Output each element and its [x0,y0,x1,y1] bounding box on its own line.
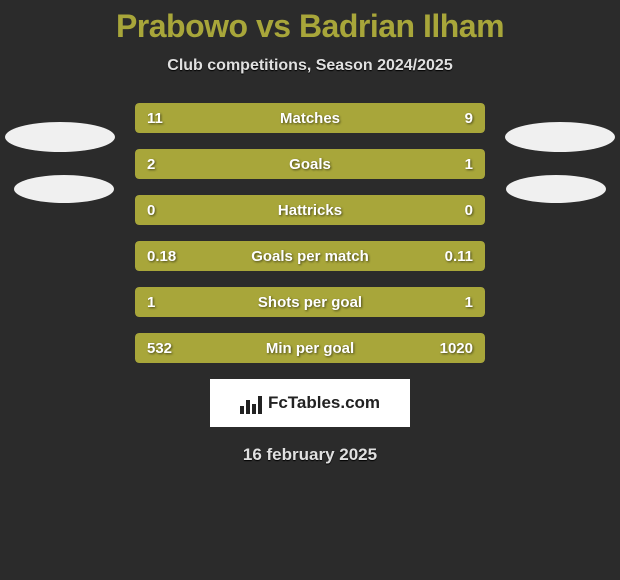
stat-value-right: 1 [465,287,473,317]
stat-row: 0.18Goals per match0.11 [135,241,485,271]
stat-label: Goals [135,149,485,179]
chart-icon [240,392,262,414]
stat-label: Min per goal [135,333,485,363]
player-right-avatar-top [505,122,615,152]
stat-label: Matches [135,103,485,133]
stat-row: 532Min per goal1020 [135,333,485,363]
stat-row: 1Shots per goal1 [135,287,485,317]
comparison-container: Prabowo vs Badrian Ilham Club competitio… [0,0,620,465]
player-left-avatar-top [5,122,115,152]
stat-row: 0Hattricks0 [135,195,485,225]
stat-value-right: 1 [465,149,473,179]
stat-value-right: 9 [465,103,473,133]
player-right-avatar-bottom [506,175,606,203]
page-title: Prabowo vs Badrian Ilham [0,8,620,45]
stat-rows: 11Matches92Goals10Hattricks00.18Goals pe… [135,103,485,363]
stat-row: 2Goals1 [135,149,485,179]
date-label: 16 february 2025 [0,445,620,465]
brand-text: FcTables.com [268,393,380,413]
stat-value-right: 0.11 [445,241,473,271]
player-left-avatar-bottom [14,175,114,203]
page-subtitle: Club competitions, Season 2024/2025 [0,57,620,75]
stat-value-right: 0 [465,195,473,225]
stat-label: Goals per match [135,241,485,271]
stat-row: 11Matches9 [135,103,485,133]
stat-label: Hattricks [135,195,485,225]
stat-label: Shots per goal [135,287,485,317]
stat-value-right: 1020 [440,333,473,363]
brand-box[interactable]: FcTables.com [210,379,410,427]
